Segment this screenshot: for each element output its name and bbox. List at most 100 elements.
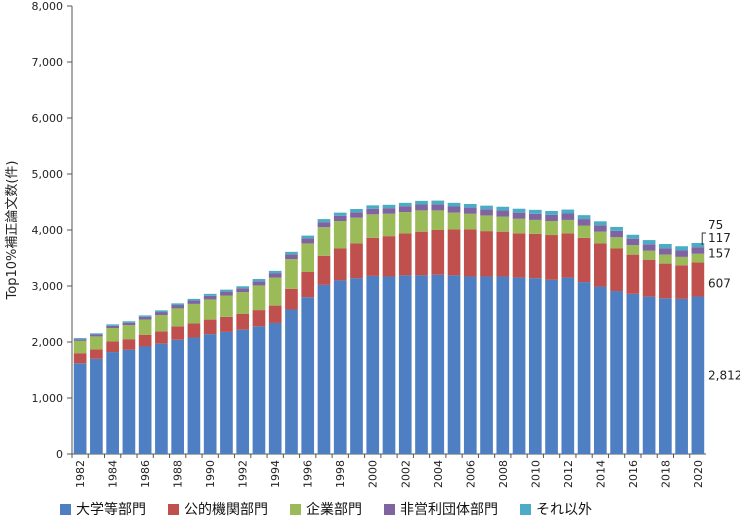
bar-segment-1985-5: [122, 321, 136, 323]
bar-segment-1996-3: [301, 243, 315, 272]
bar-segment-2002-1: [398, 275, 412, 454]
data-label-5: 75: [708, 218, 723, 232]
legend-label: 大学等部門: [76, 502, 146, 518]
bar-segment-2018-4: [659, 248, 672, 255]
bar-segment-1995-4: [285, 254, 298, 260]
bar-segment-2020-3: [691, 253, 705, 263]
bar-segment-2019-4: [675, 250, 688, 257]
bar-segment-2005-5: [447, 202, 461, 207]
bar-segment-1996-1: [301, 297, 315, 454]
bar-segment-2019-1: [675, 298, 688, 454]
bar-segment-2004-5: [431, 200, 445, 205]
bar-segment-1988-3: [171, 308, 185, 327]
bar-segment-2018-2: [659, 263, 672, 299]
bar-segment-1992-4: [236, 288, 250, 293]
bar-segment-2001-1: [382, 276, 396, 454]
bar-segment-2017-4: [642, 244, 656, 251]
bar-segment-1982-1: [73, 363, 87, 454]
bar-segment-1999-1: [350, 278, 363, 454]
bar-segment-1998-3: [333, 221, 347, 249]
y-tick-label: 6,000: [32, 112, 64, 125]
bar-segment-2020-1: [691, 296, 705, 454]
x-tick-label: 2020: [692, 460, 705, 488]
legend-item-4: 非営利団体部門: [384, 499, 498, 519]
bar-segment-1991-5: [220, 289, 233, 292]
legend: 大学等部門 公的機関部門 企業部門 非営利団体部門 それ以外: [60, 500, 614, 518]
bar-segment-1999-3: [350, 217, 363, 244]
bar-segment-2015-5: [610, 226, 623, 231]
bar-segment-1993-3: [252, 285, 266, 311]
bar-segment-2009-5: [512, 208, 526, 213]
bar-segment-1984-5: [106, 324, 119, 326]
x-tick-label: 2004: [432, 460, 445, 488]
legend-item-3: 企業部門: [290, 499, 362, 519]
bar-segment-1997-3: [317, 227, 331, 256]
bar-segment-2001-4: [382, 208, 396, 214]
bar-segment-2016-5: [626, 234, 640, 239]
bar-segment-2018-5: [659, 244, 672, 249]
bar-segment-1985-1: [122, 349, 136, 454]
bar-segment-1982-5: [73, 338, 87, 340]
bar-segment-1990-3: [203, 299, 217, 320]
bar-segment-1996-2: [301, 272, 315, 298]
bar-segment-2017-3: [642, 250, 656, 260]
bar-segment-1987-3: [155, 315, 168, 332]
bar-segment-2006-4: [463, 207, 477, 214]
data-label-2: 607: [708, 277, 731, 291]
bar-segment-2003-5: [415, 200, 428, 205]
legend-item-2: 公的機関部門: [168, 499, 268, 519]
x-tick-label: 1986: [139, 460, 152, 488]
x-tick-label: 1984: [107, 460, 120, 488]
bar-segment-2018-1: [659, 298, 672, 454]
legend-swatch: [60, 503, 71, 515]
x-tick-label: 1982: [74, 460, 87, 488]
bar-segment-2013-2: [577, 237, 591, 283]
bar-segment-1986-5: [138, 315, 152, 317]
bar-segment-1992-1: [236, 329, 250, 454]
bar-segment-1989-1: [187, 337, 201, 454]
bar-segment-1983-3: [90, 336, 103, 350]
bar-segment-2012-2: [561, 233, 575, 278]
bar-segment-2007-4: [480, 209, 493, 216]
bar-segment-2016-3: [626, 245, 640, 255]
bar-segment-2011-1: [545, 279, 558, 454]
bar-segment-2007-5: [480, 205, 493, 210]
bar-segment-1983-1: [90, 358, 103, 454]
bar-segment-2010-5: [528, 209, 542, 214]
bar-segment-1992-3: [236, 292, 250, 314]
bar-segment-2000-1: [366, 275, 380, 454]
legend-item-5: それ以外: [520, 499, 592, 519]
x-tick-label: 1988: [172, 460, 185, 488]
bar-segment-2019-2: [675, 265, 688, 299]
bar-segment-2003-2: [415, 231, 428, 276]
bar-segment-1991-1: [220, 331, 233, 454]
bar-segment-1989-5: [187, 298, 201, 301]
bar-segment-2014-2: [593, 243, 607, 287]
bar-segment-2012-5: [561, 209, 575, 214]
bar-segment-2007-3: [480, 215, 493, 232]
bar-segment-2005-3: [447, 212, 461, 230]
bar-segment-2007-2: [480, 231, 493, 277]
bar-segment-1990-5: [203, 293, 217, 296]
bar-segment-1985-4: [122, 322, 136, 326]
x-tick-label: 1996: [302, 460, 315, 488]
bar-segment-1999-4: [350, 212, 363, 218]
bar-segment-2013-1: [577, 282, 591, 454]
y-tick-label: 1,000: [32, 392, 64, 405]
legend-swatch: [290, 503, 301, 515]
y-axis-label: Top10%補正論文数(件): [4, 161, 20, 301]
bar-segment-2012-4: [561, 213, 575, 220]
bar-segment-1995-3: [285, 259, 298, 289]
x-tick-label: 1998: [334, 460, 347, 488]
bar-segment-2020-5: [691, 242, 705, 248]
bar-segment-1990-1: [203, 334, 217, 454]
bar-segment-1984-1: [106, 352, 119, 454]
bar-segment-2017-1: [642, 296, 656, 454]
bar-segment-1988-2: [171, 326, 185, 340]
bar-segment-1998-4: [333, 215, 347, 222]
bar-segment-1987-2: [155, 331, 168, 344]
bar-segment-2000-3: [366, 214, 380, 238]
x-tick-label: 2000: [367, 460, 380, 488]
bar-segment-2010-1: [528, 278, 542, 454]
